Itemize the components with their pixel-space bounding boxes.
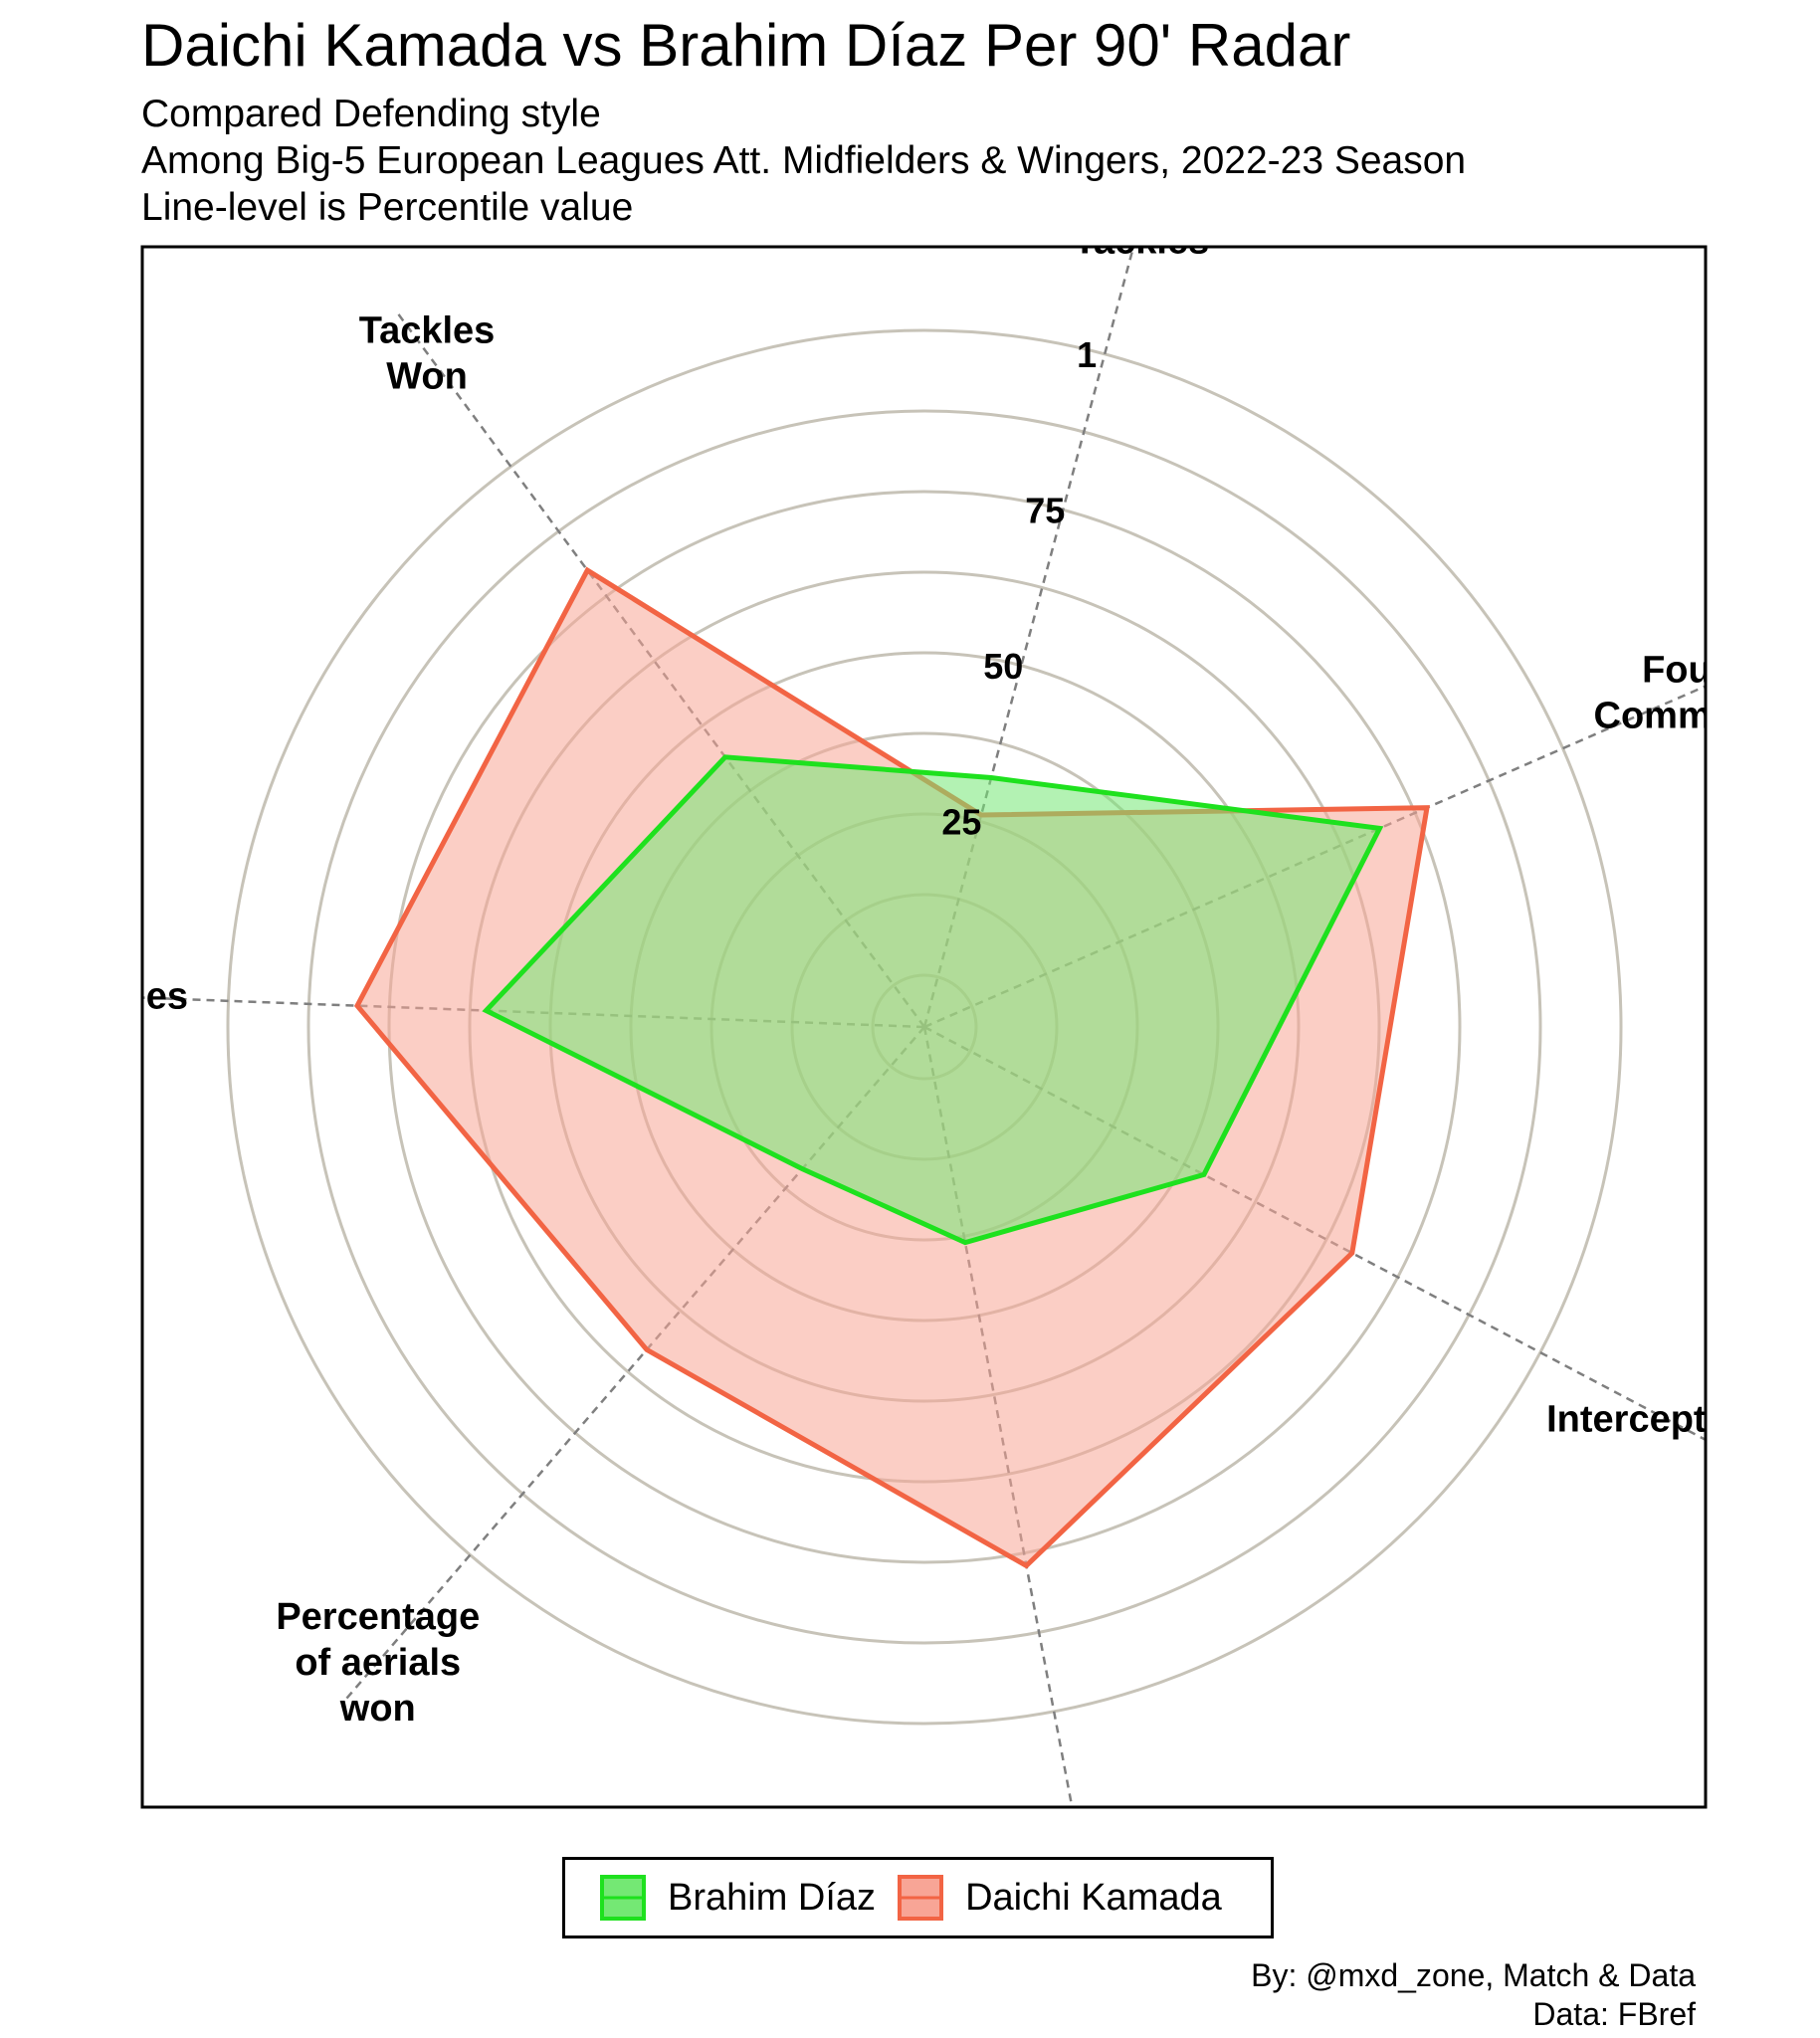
legend-item-brahim: Brahim Díaz [600, 1875, 876, 1921]
caption-source: Data: FBref [1532, 1996, 1696, 2032]
series-area-brahim-d-az [482, 754, 1384, 1246]
radial-tick-labels: 25 50 75 1 [941, 334, 1097, 842]
legend-swatch-kamada [898, 1875, 944, 1921]
grid-ring [226, 328, 1623, 1726]
subtitle-line-1: Compared Defending style [141, 93, 601, 135]
axis-label: Interceptions [1546, 1398, 1784, 1440]
axis-label: Percentage of aerials won [276, 1596, 480, 1730]
legend-label-kamada: Daichi Kamada [965, 1877, 1222, 1919]
radial-tick-label: 25 [941, 801, 981, 842]
legend-swatch-brahim [600, 1875, 646, 1921]
legend-label-brahim: Brahim Díaz [668, 1877, 877, 1919]
subtitle-line-3: Line-level is Percentile value [141, 186, 634, 229]
grid-ring [306, 409, 1542, 1645]
legend-item-kamada: Daichi Kamada [898, 1875, 1222, 1921]
axis-label: Att 3rd Tackles [1074, 175, 1210, 263]
axis-labels: Att 3rd Tackles Fouls Committed Interception… [0, 175, 1791, 1851]
subtitle-line-2: Among Big-5 European Leagues Att. Midfie… [141, 139, 1467, 182]
series-layer [354, 566, 1430, 1569]
chart-title: Daichi Kamada vs Brahim Díaz Per 90' Rad… [141, 12, 1351, 79]
radial-tick-label: 1 [1077, 334, 1097, 375]
legend: Brahim Díaz Daichi Kamada [562, 1857, 1274, 1938]
axis-label: PassBlocked [1007, 1807, 1154, 1851]
radial-tick-label: 50 [983, 646, 1023, 687]
radar-chart: 25 50 75 1 Att 3rd Tackles Fouls Committed Inte… [0, 175, 1791, 1851]
caption-author: By: @mxd_zone, Match & Data [1251, 1957, 1696, 1993]
panel-border [140, 245, 1708, 1809]
radial-tick-label: 75 [1025, 490, 1065, 530]
axis-label: Fouls Committed [1594, 649, 1791, 736]
axis-label: Recoveries [0, 976, 188, 1018]
axis-label: Tackles Won [359, 310, 496, 398]
